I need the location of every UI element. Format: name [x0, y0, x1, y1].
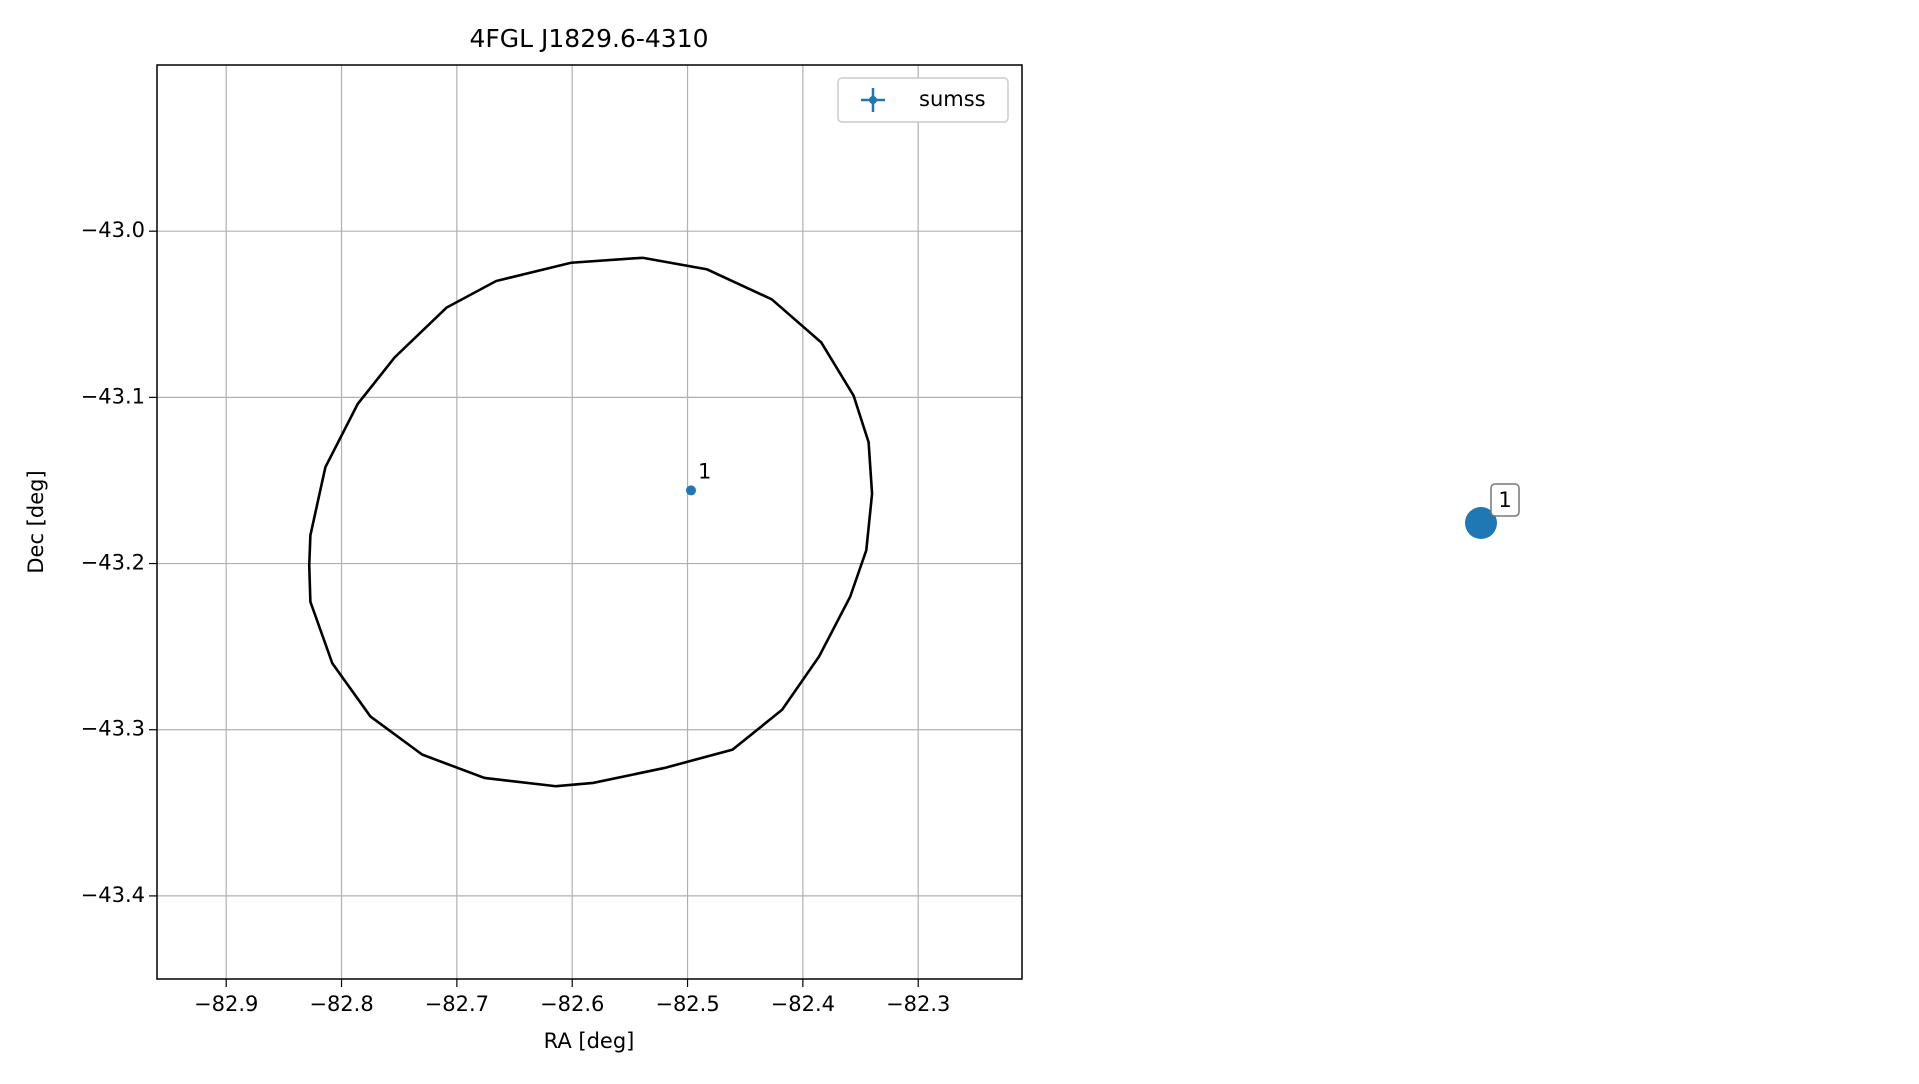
x-tick-label: −82.4	[771, 992, 835, 1016]
x-tick-label: −82.3	[886, 992, 950, 1016]
legend-marker	[869, 96, 877, 104]
x-tick-label: −82.7	[425, 992, 489, 1016]
plot-frame	[156, 64, 1023, 980]
x-tick-label: −82.8	[309, 992, 373, 1016]
y-tick-label: −43.4	[81, 883, 145, 907]
legend-label: sumss	[919, 87, 986, 111]
y-axis-label: Dec [deg]	[24, 470, 48, 573]
x-axis-label: RA [deg]	[544, 1029, 635, 1053]
x-tick-label: −82.6	[540, 992, 604, 1016]
point-label: 1	[698, 459, 711, 483]
y-tick-label: −43.0	[81, 218, 145, 242]
x-tick-label: −82.9	[194, 992, 258, 1016]
data-point	[685, 485, 696, 496]
y-tick-label: −43.2	[81, 551, 145, 575]
x-tick-label: −82.5	[655, 992, 719, 1016]
chart-title: 4FGL J1829.6-4310	[469, 24, 708, 53]
legend-box	[837, 77, 1009, 123]
error-ellipse	[307, 256, 874, 788]
thumbnail-marker	[1465, 507, 1497, 539]
y-tick-label: −43.3	[81, 717, 145, 741]
thumbnail-label-box	[1490, 483, 1520, 517]
y-tick-label: −43.1	[81, 384, 145, 408]
thumbnail-label: 1	[1498, 488, 1511, 512]
